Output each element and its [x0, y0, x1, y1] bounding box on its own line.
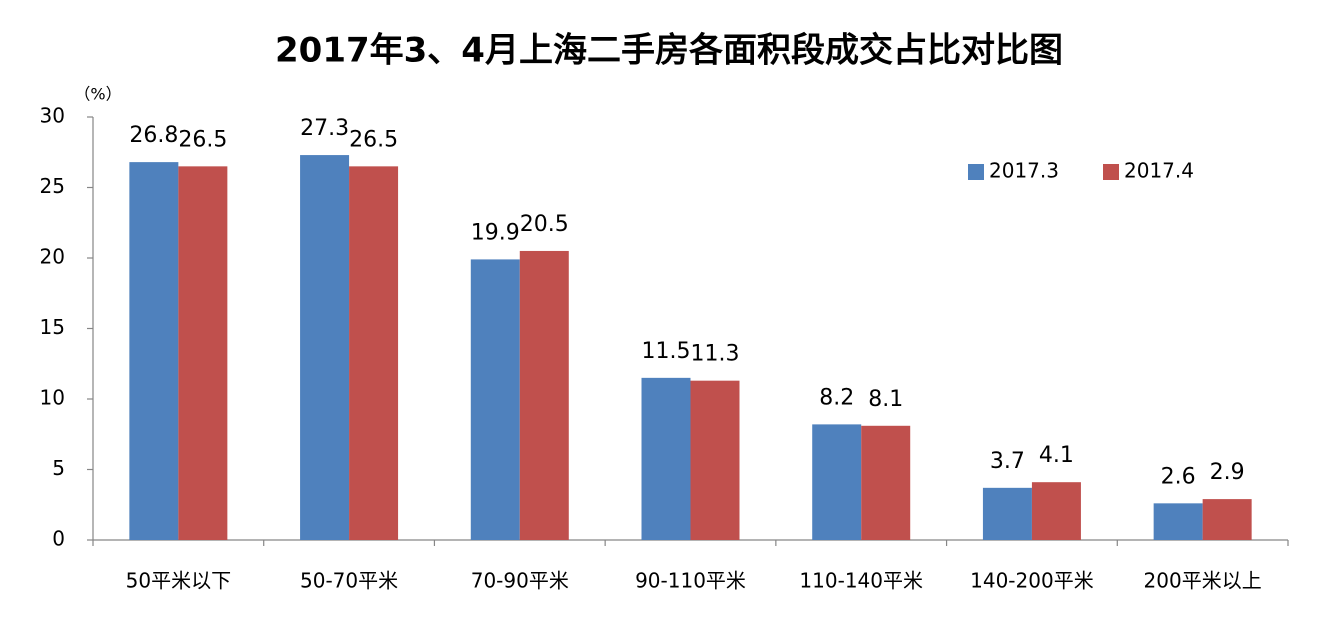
data-label: 26.5: [178, 127, 227, 152]
data-label: 11.5: [642, 339, 691, 364]
bar: [129, 162, 179, 540]
y-tick-label: 0: [52, 527, 65, 551]
x-tick-label: 90-110平米: [635, 569, 746, 593]
bar: [812, 424, 862, 540]
data-label: 11.3: [691, 342, 740, 367]
bar: [641, 377, 691, 540]
data-label: 19.9: [471, 220, 520, 245]
data-label: 26.5: [349, 127, 398, 152]
data-label: 8.2: [819, 385, 854, 410]
bar: [349, 166, 399, 540]
y-tick-label: 5: [52, 456, 65, 480]
bar: [519, 250, 569, 540]
y-tick-label: 30: [40, 104, 65, 128]
x-tick-label: 50平米以下: [126, 569, 231, 593]
bar: [470, 259, 520, 540]
bar: [300, 155, 350, 540]
y-tick-label: 15: [40, 315, 65, 339]
data-label: 8.1: [868, 387, 903, 412]
bar: [1031, 482, 1081, 540]
bar: [1153, 503, 1203, 540]
data-label: 2.9: [1210, 460, 1245, 485]
data-label: 20.5: [520, 212, 569, 237]
x-tick-label: 70-90平米: [471, 569, 569, 593]
data-label: 26.8: [129, 123, 178, 148]
data-label: 4.1: [1039, 443, 1074, 468]
x-tick-label: 140-200平米: [970, 569, 1094, 593]
y-tick-label: 25: [40, 174, 65, 198]
legend-swatch: [1103, 164, 1119, 180]
y-axis-label: （%）: [74, 85, 121, 104]
bar: [861, 425, 911, 540]
legend-label: 2017.4: [1124, 159, 1194, 183]
x-tick-label: 110-140平米: [799, 569, 923, 593]
bar: [1202, 499, 1252, 540]
data-label: 2.6: [1161, 464, 1196, 489]
x-tick-label: 50-70平米: [300, 569, 398, 593]
y-tick-label: 10: [40, 386, 65, 410]
legend-swatch: [968, 164, 984, 180]
x-tick-label: 200平米以上: [1144, 569, 1262, 593]
data-label: 27.3: [300, 116, 349, 141]
bar: [982, 487, 1032, 540]
chart-title: 2017年3、4月上海二手房各面积段成交占比对比图: [275, 31, 1063, 71]
data-label: 3.7: [990, 449, 1025, 474]
y-tick-label: 20: [40, 245, 65, 269]
bar: [178, 166, 228, 540]
legend-label: 2017.3: [989, 159, 1059, 183]
bar: [690, 380, 740, 540]
